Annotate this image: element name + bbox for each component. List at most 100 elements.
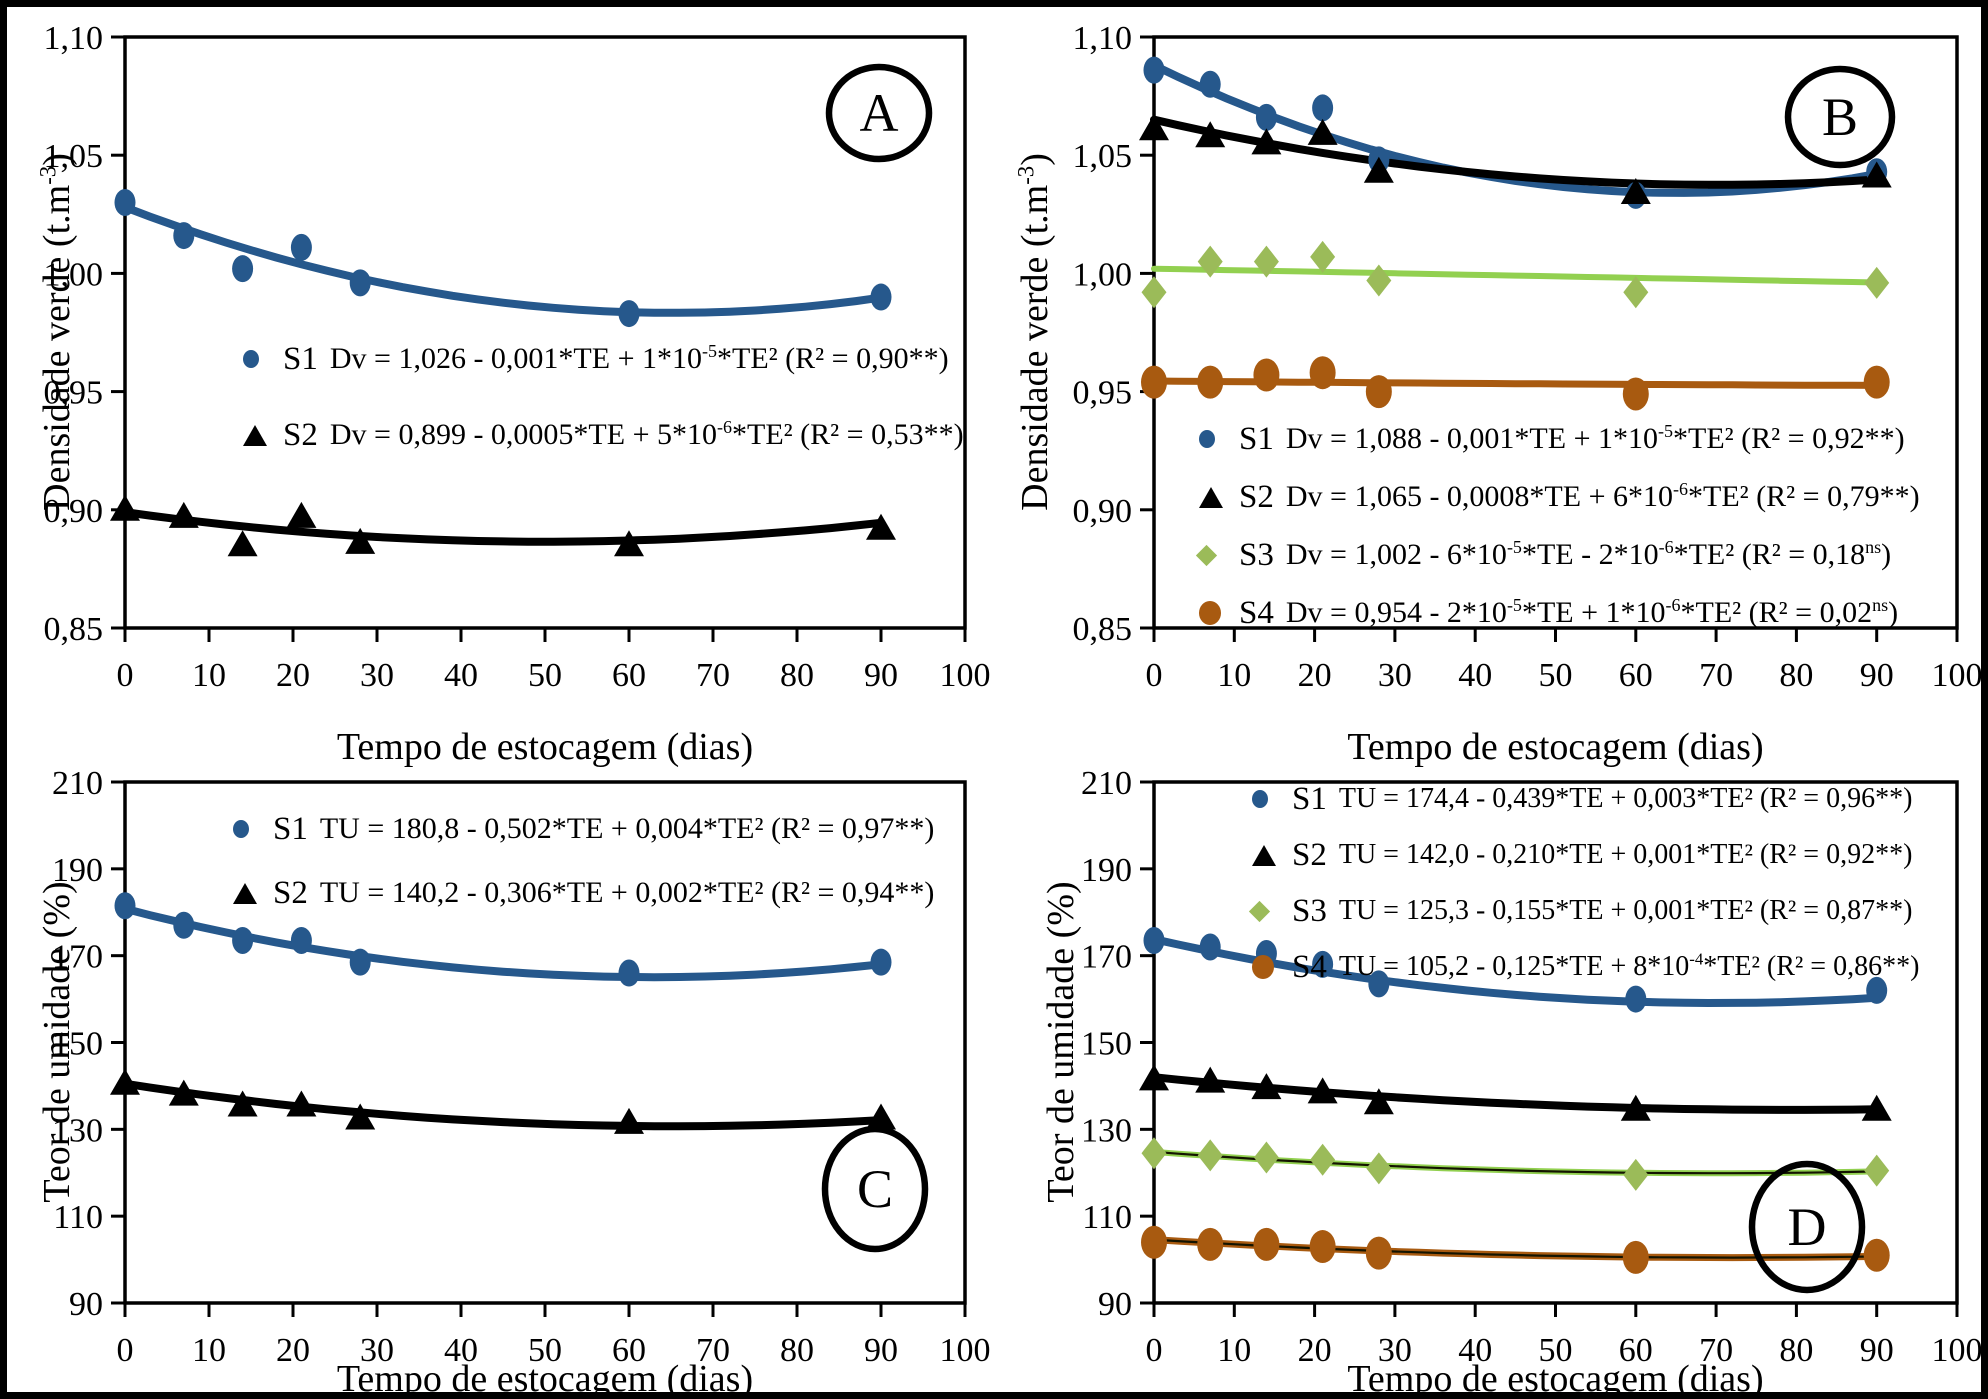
data-point-s1: [232, 926, 254, 954]
data-point-s2: [1861, 1094, 1892, 1121]
circle-large-marker-icon: [1252, 955, 1286, 979]
trend-line-s1: [1150, 935, 1881, 1008]
trend-line-s1: [121, 203, 885, 317]
data-point-s4: [1622, 1240, 1649, 1274]
series-name: S4: [1292, 948, 1327, 985]
data-point-s1: [870, 948, 892, 976]
data-point-s4: [1253, 358, 1280, 392]
y-tick-label: 190: [1081, 852, 1132, 889]
triangle-marker-icon: [233, 882, 267, 904]
y-tick-label: 0,90: [1073, 493, 1133, 530]
data-point-s2: [286, 501, 317, 528]
circle-large-glyph: [1199, 601, 1221, 625]
y-tick-label: 1,05: [44, 138, 104, 175]
x-tick-label: 0: [1146, 657, 1163, 694]
series-name: S2: [1239, 478, 1274, 515]
data-point-s4: [1863, 1238, 1890, 1272]
x-tick-label: 0: [117, 1332, 134, 1369]
data-point-s2: [168, 1079, 199, 1106]
triangle-marker-icon: [1199, 486, 1233, 508]
data-point-s4: [1141, 365, 1167, 399]
data-point-s1: [618, 959, 640, 987]
panel-b-letter: B: [1821, 87, 1859, 147]
x-tick-label: 100: [1932, 657, 1983, 694]
triangle-glyph: [1199, 486, 1223, 508]
data-point-s3: [1310, 1143, 1336, 1176]
x-tick-label: 20: [1298, 657, 1332, 694]
y-tick-label: 90: [69, 1286, 103, 1323]
data-point-s2: [614, 530, 644, 557]
x-tick-label: 80: [780, 657, 814, 694]
data-point-s2: [1139, 114, 1169, 141]
data-point-s2: [1307, 118, 1338, 145]
data-point-s4: [1622, 377, 1649, 411]
x-tick-label: 40: [1458, 1332, 1492, 1369]
series-equation: TU = 140,2 - 0,306*TE + 0,002*TE² (R² = …: [319, 876, 935, 909]
y-tick-label: 1,00: [44, 256, 104, 293]
x-tick-label: 60: [1619, 657, 1653, 694]
series-equation: TU = 142,0 - 0,210*TE + 0,001*TE² (R² = …: [1338, 839, 1913, 870]
circle-marker-icon: [243, 350, 277, 368]
y-tick-label: 0,95: [1073, 375, 1133, 412]
y-tick-label: 110: [53, 1199, 103, 1236]
legend-row-s2: S2 TU = 140,2 - 0,306*TE + 0,002*TE² (R² …: [233, 861, 934, 925]
data-point-s3: [1864, 266, 1890, 299]
data-point-s2: [110, 1068, 140, 1095]
data-point-s4: [1309, 356, 1336, 390]
x-tick-label: 60: [612, 1332, 646, 1369]
data-point-s1: [232, 255, 254, 283]
data-point-s2: [1139, 1064, 1169, 1091]
data-point-s3: [1366, 264, 1392, 297]
panel-b-y-axis-label: Densidade verde (t.m-3): [1013, 153, 1056, 511]
data-point-s2: [1620, 1094, 1651, 1121]
panel-b-legend: S1 Dv = 1,088 - 0,001*TE + 1*10-5*TE² (R²…: [1195, 410, 1920, 642]
series-name: S2: [283, 416, 318, 453]
x-tick-label: 90: [864, 1332, 898, 1369]
x-tick-label: 10: [1217, 657, 1251, 694]
data-point-s1: [114, 892, 136, 920]
legend-row-s3: S3 TU = 125,3 - 0,155*TE + 0,001*TE² (R² …: [1248, 883, 1919, 939]
data-point-s1: [1199, 933, 1221, 961]
diamond-marker-icon: [1248, 900, 1286, 922]
y-tick-label: 0,85: [1073, 611, 1133, 648]
x-tick-label: 0: [1146, 1332, 1163, 1369]
series-equation: TU = 180,8 - 0,502*TE + 0,004*TE² (R² = …: [319, 812, 935, 845]
y-tick-label: 1,05: [1073, 138, 1133, 175]
y-tick-label: 150: [1081, 1026, 1132, 1063]
data-point-s2: [1620, 178, 1651, 205]
x-tick-label: 50: [1539, 657, 1573, 694]
series-equation: Dv = 0,899 - 0,0005*TE + 5*10-6*TE² (R² …: [329, 417, 964, 451]
data-point-s4: [1141, 1225, 1167, 1259]
data-point-s4: [1253, 1227, 1280, 1261]
circle-glyph: [1199, 430, 1215, 448]
panel-d-legend: S1 TU = 174,4 - 0,439*TE + 0,003*TE² (R² …: [1248, 771, 1919, 995]
trend-line-s3: [1151, 265, 1880, 286]
x-tick-label: 60: [612, 657, 646, 694]
data-point-s4: [1365, 375, 1392, 409]
data-point-s3: [1141, 276, 1167, 309]
y-tick-label: 170: [52, 939, 103, 976]
x-tick-label: 30: [1378, 1332, 1412, 1369]
data-point-s2: [1251, 128, 1282, 155]
y-tick-label: 110: [1082, 1199, 1132, 1236]
diamond-glyph: [1248, 900, 1271, 922]
data-point-s2: [345, 527, 376, 554]
legend-row-s1: S1 TU = 180,8 - 0,502*TE + 0,004*TE² (R² …: [233, 797, 934, 861]
x-tick-label: 60: [1619, 1332, 1653, 1369]
triangle-marker-icon: [1252, 844, 1286, 866]
legend-row-s2: S2 Dv = 1,065 - 0,0008*TE + 6*10-6*TE² (R…: [1199, 468, 1920, 526]
series-equation: Dv = 1,026 - 0,001*TE + 1*10-5*TE² (R² =…: [329, 341, 949, 375]
panel-badge-circle: [1784, 65, 1896, 169]
panel-c-y-axis-label: Teor de umidade (%): [36, 881, 78, 1203]
x-tick-label: 30: [360, 657, 394, 694]
data-point-s3: [1366, 1152, 1392, 1185]
legend-row-s2: S2 Dv = 0,899 - 0,0005*TE + 5*10-6*TE² (R…: [243, 397, 964, 473]
data-point-s1: [1368, 970, 1390, 998]
circle-glyph: [1252, 790, 1268, 808]
x-tick-label: 20: [276, 1332, 310, 1369]
data-point-s2: [1363, 1088, 1394, 1115]
data-point-s1: [349, 948, 371, 976]
data-point-s1: [870, 283, 892, 311]
triangle-glyph: [233, 882, 257, 904]
panel-b-x-axis-label: Tempo de estocagem (dias): [1347, 726, 1764, 768]
